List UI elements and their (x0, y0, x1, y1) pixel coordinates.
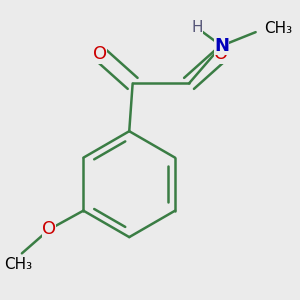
Text: O: O (42, 220, 56, 238)
Text: CH₃: CH₃ (264, 21, 292, 36)
Text: N: N (214, 37, 229, 55)
Text: CH₃: CH₃ (4, 257, 32, 272)
Text: H: H (192, 20, 203, 34)
Text: O: O (214, 45, 229, 63)
Text: O: O (93, 45, 107, 63)
